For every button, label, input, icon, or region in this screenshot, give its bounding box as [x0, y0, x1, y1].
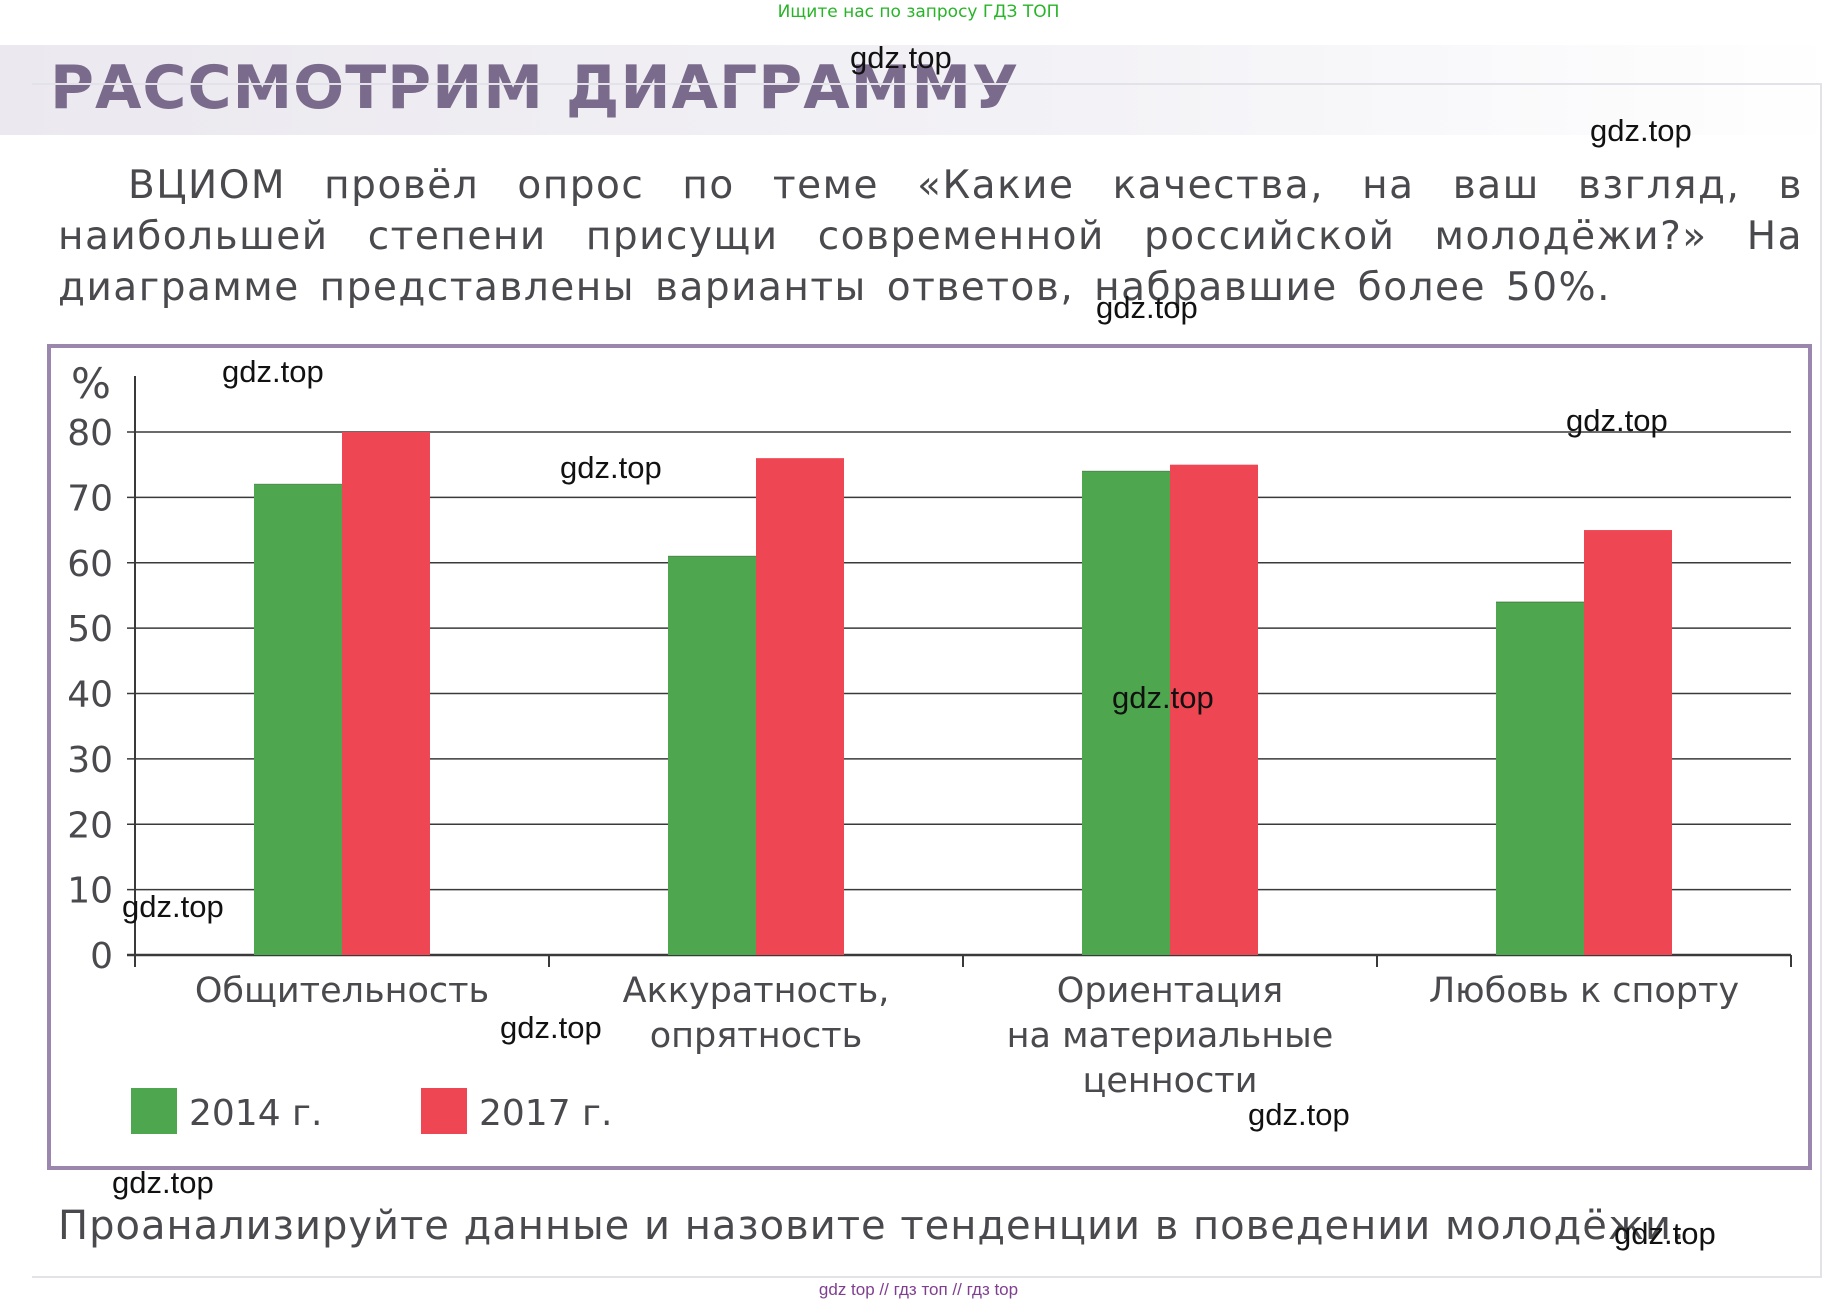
y-tick-label: 0 — [90, 936, 113, 977]
y-tick-label: 40 — [67, 675, 113, 716]
watermark: gdz.top — [222, 354, 324, 389]
x-category-label: Ориентация — [1057, 971, 1283, 1011]
watermark: gdz.top — [560, 450, 662, 485]
legend-swatch-2017 — [421, 1088, 467, 1134]
legend-swatch-2014 — [131, 1088, 177, 1134]
header-band — [0, 45, 1837, 135]
chart-frame: 0 10 20 30 40 50 60 70 80% Общительность Аккуратно… — [47, 344, 1812, 1170]
x-category-label: Любовь к спорту — [1429, 971, 1739, 1011]
bar-2017 — [1170, 464, 1258, 955]
bar-2017 — [756, 458, 844, 955]
y-axis-label: % — [71, 359, 111, 408]
question-text: Проанализируйте данные и назовите тенден… — [58, 1203, 1686, 1249]
y-tick-label: 80 — [67, 413, 113, 454]
y-tick-label: 30 — [67, 740, 113, 781]
watermark: gdz.top — [1590, 113, 1692, 148]
watermark: gdz.top — [500, 1010, 602, 1045]
x-category-label: Аккуратность, — [623, 971, 890, 1011]
top-note: Ищите нас по запросу ГДЗ ТОП — [777, 2, 1060, 22]
watermark: gdz.top — [1248, 1097, 1350, 1132]
y-tick-label: 50 — [67, 609, 113, 650]
bar-2014 — [1496, 601, 1584, 955]
x-category-label: на материальные — [1007, 1016, 1334, 1056]
bar-2014 — [668, 556, 756, 955]
x-category-label: опрятность — [650, 1016, 863, 1056]
watermark: gdz.top — [850, 40, 952, 75]
watermark: gdz.top — [1112, 680, 1214, 715]
x-category-label: Общительность — [195, 971, 489, 1011]
x-category-label: ценности — [1083, 1061, 1258, 1101]
y-tick-label: 60 — [67, 544, 113, 585]
bar-2014 — [1082, 471, 1170, 955]
y-tick-label: 20 — [67, 805, 113, 846]
bottom-note: gdz top // гдз топ // гдз top — [818, 1280, 1019, 1299]
bar-2017 — [342, 432, 430, 955]
bar-2014 — [254, 484, 342, 955]
page-frame — [32, 83, 1822, 1278]
watermark: gdz.top — [112, 1165, 214, 1200]
bar-2017 — [1584, 530, 1672, 955]
legend-label: 2014 г. — [189, 1093, 322, 1134]
y-tick-label: 70 — [67, 478, 113, 519]
watermark: gdz.top — [122, 889, 224, 924]
intro-text: ВЦИОМ провёл опрос по теме «Какие качест… — [58, 163, 1803, 310]
y-tick-label: 10 — [67, 871, 113, 912]
watermark: gdz.top — [1614, 1216, 1716, 1251]
legend-label: 2017 г. — [479, 1093, 612, 1134]
watermark: gdz.top — [1566, 403, 1668, 438]
watermark: gdz.top — [1096, 290, 1198, 325]
bar-chart: 0 10 20 30 40 50 60 70 80% Общительность Аккуратно… — [67, 359, 1792, 1134]
page-title: РАССМОТРИМ ДИАГРАММУ — [50, 53, 1020, 123]
